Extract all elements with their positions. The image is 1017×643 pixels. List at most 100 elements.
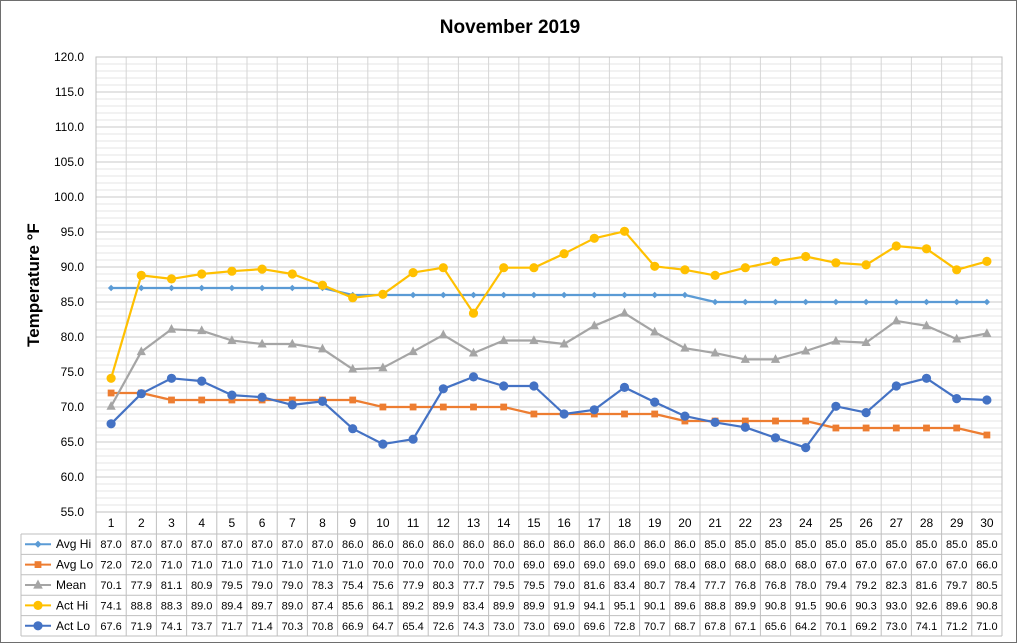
table-cell: 79.0: [282, 580, 303, 592]
table-cell: 69.0: [584, 560, 605, 572]
table-cell: 85.0: [825, 539, 846, 551]
series-line-mean: [110, 312, 988, 407]
table-cell: 79.5: [493, 580, 514, 592]
act-hi-point: [227, 266, 237, 276]
avg-lo-point: [439, 403, 447, 411]
table-cell: 77.9: [131, 580, 152, 592]
act-lo-point: [257, 392, 267, 402]
table-cell: 71.0: [342, 560, 363, 572]
mean-point: [589, 320, 599, 330]
act-lo-point: [378, 439, 388, 449]
table-cell: 79.7: [946, 580, 967, 592]
act-lo-point: [680, 411, 690, 421]
avg-hi-point: [711, 298, 719, 306]
act-hi-point: [106, 373, 116, 383]
avg-hi-point: [893, 298, 900, 306]
table-cell: 69.0: [553, 560, 574, 572]
table-cell: 89.0: [282, 600, 303, 612]
act-lo-point: [770, 433, 781, 443]
mean-point: [166, 324, 177, 333]
table-cell: 65.6: [765, 621, 786, 633]
table-cell: 70.3: [282, 621, 303, 633]
series-lines: [106, 226, 992, 453]
table-cell: 89.7: [251, 600, 272, 612]
table-cell: 66.9: [342, 621, 363, 633]
table-cell: 81.6: [584, 580, 605, 592]
table-cell: 67.0: [825, 560, 846, 572]
table-cell: 82.3: [886, 580, 907, 592]
table-cell: 95.1: [614, 600, 635, 612]
avg-hi-point: [530, 291, 538, 299]
series-act-lo: [106, 372, 992, 453]
table-cell: 79.2: [855, 580, 876, 592]
avg-lo-point: [349, 396, 357, 404]
series-line-avg-lo: [111, 391, 988, 437]
series-mean: [106, 307, 992, 410]
table-cell: 64.7: [372, 621, 393, 633]
series-line-avg-hi: [111, 286, 987, 304]
mean-point: [408, 346, 418, 356]
x-category-label: 5: [229, 516, 236, 530]
act-hi-point: [801, 251, 811, 262]
act-hi-point: [710, 270, 720, 280]
table-cell: 72.0: [131, 560, 152, 572]
x-category-label: 30: [980, 516, 994, 530]
table-cell: 94.1: [584, 600, 605, 612]
table-cell: 70.0: [493, 560, 514, 572]
avg-hi-point: [560, 291, 568, 299]
act-lo-point: [891, 381, 901, 391]
x-category-label: 25: [829, 516, 843, 530]
table-cell: 86.1: [372, 600, 393, 612]
act-hi-point: [740, 263, 750, 273]
table-cell: 75.6: [372, 580, 393, 592]
table-cell: 90.8: [976, 600, 997, 612]
act-hi-point: [257, 264, 267, 274]
avg-lo-point: [953, 424, 961, 432]
table-cell: 69.2: [855, 621, 876, 633]
avg-hi-point: [198, 284, 205, 292]
table-cell: 72.6: [433, 621, 454, 633]
act-lo-point: [348, 424, 358, 434]
table-cell: 90.3: [855, 600, 876, 612]
table-cell: 89.6: [674, 600, 695, 612]
avg-lo-point: [107, 389, 115, 397]
act-lo-point: [831, 401, 841, 411]
table-cell: 80.5: [976, 580, 997, 592]
y-tick-label: 65.0: [61, 435, 85, 449]
table-cell: 90.1: [644, 600, 665, 612]
x-category-label: 2: [138, 516, 145, 530]
x-category-label: 14: [497, 516, 511, 530]
mean-point: [921, 320, 932, 330]
act-lo-point: [982, 395, 992, 405]
act-lo-point: [317, 396, 328, 406]
avg-hi-point: [621, 291, 628, 299]
gridlines: [95, 56, 1003, 513]
x-category-label: 18: [618, 516, 632, 530]
mean-point: [257, 338, 267, 348]
table-cell: 80.3: [433, 580, 454, 592]
table-cell: 68.0: [765, 560, 786, 572]
y-tick-label: 80.0: [61, 330, 85, 344]
table-cell: 86.0: [493, 539, 514, 551]
table-cell: 83.4: [463, 600, 484, 612]
avg-lo-point: [379, 403, 387, 411]
avg-hi-point: [409, 291, 417, 299]
avg-lo-point: [862, 424, 870, 432]
table-cell: 93.0: [886, 600, 907, 612]
y-tick-label: 95.0: [61, 225, 85, 239]
avg-lo-point: [168, 396, 175, 404]
act-hi-point: [408, 268, 418, 278]
table-cell: 89.9: [735, 600, 756, 612]
table-cell: 79.4: [825, 580, 846, 592]
table-cell: 86.0: [553, 539, 574, 551]
table-cell: 79.0: [251, 580, 272, 592]
avg-lo-point: [983, 431, 991, 439]
x-category-label: 12: [437, 516, 451, 530]
avg-lo-point: [681, 417, 689, 425]
table-cell: 90.8: [765, 600, 786, 612]
table-cell: 67.1: [735, 621, 756, 633]
table-cell: 89.9: [433, 600, 454, 612]
table-cell: 80.9: [191, 580, 212, 592]
avg-hi-point: [470, 291, 477, 299]
table-cell: 86.0: [674, 539, 695, 551]
